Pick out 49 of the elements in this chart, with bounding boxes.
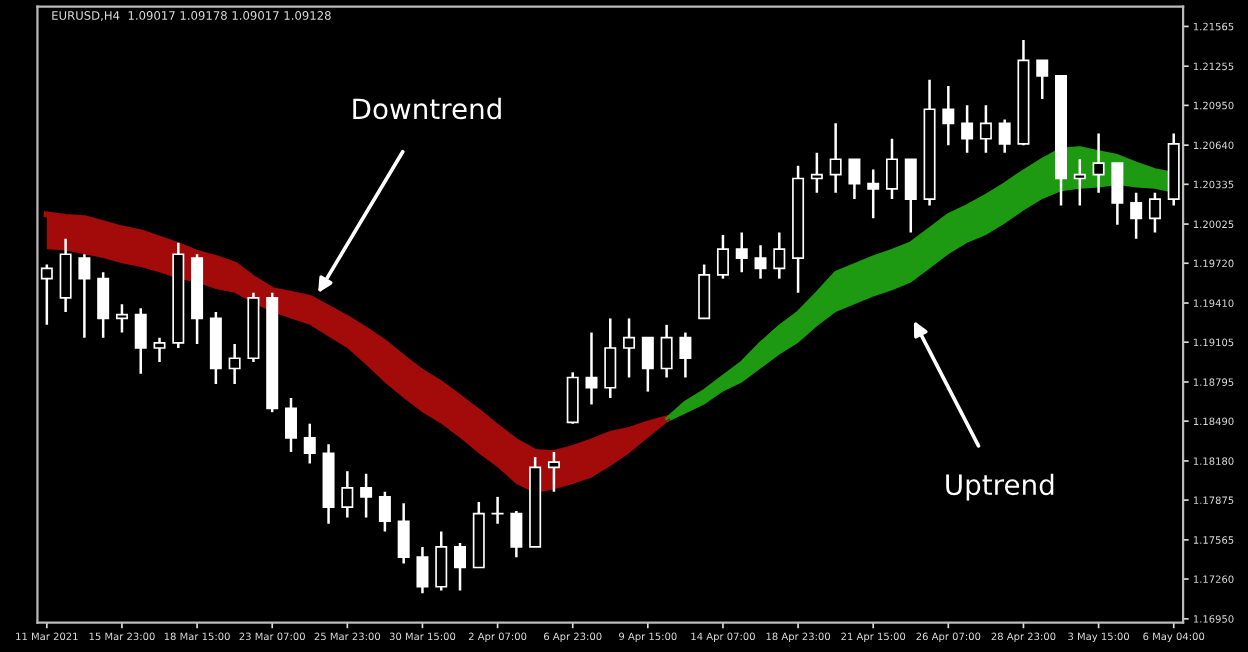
annotation: Uptrend — [946, 473, 1054, 501]
candlestick — [604, 317, 617, 400]
candlestick — [1148, 191, 1161, 234]
candlestick — [341, 469, 354, 519]
candlestick — [1092, 132, 1105, 194]
candlestick — [1073, 158, 1086, 207]
candlestick — [397, 502, 410, 565]
candlestick — [78, 253, 91, 339]
candlestick — [904, 158, 917, 234]
candlestick — [1111, 161, 1124, 226]
candlestick — [979, 104, 992, 155]
candlestick — [454, 541, 467, 592]
candlestick — [585, 331, 598, 406]
candlestick — [40, 263, 53, 327]
candlestick — [829, 122, 842, 194]
candlestick — [867, 168, 880, 220]
candlestick — [735, 231, 748, 274]
candlestick — [153, 336, 166, 364]
candlestick — [961, 104, 974, 155]
candlestick — [97, 270, 110, 339]
candlestick — [228, 342, 241, 386]
candlestick — [59, 237, 72, 314]
candlestick — [134, 306, 147, 375]
candlestick — [641, 336, 654, 393]
candlestick — [773, 231, 786, 280]
candlestick — [360, 472, 373, 519]
candlestick — [547, 450, 560, 493]
candlestick — [1130, 191, 1143, 241]
candlestick — [716, 233, 729, 280]
candlestick — [998, 118, 1011, 155]
candlestick — [885, 137, 898, 201]
candlestick — [848, 158, 861, 201]
candlestick — [416, 545, 429, 595]
annotation: Downtrend — [353, 97, 501, 120]
candlestick — [698, 263, 711, 320]
candlestick — [754, 244, 767, 280]
candlestick — [942, 84, 955, 147]
candlestick — [566, 371, 579, 425]
candlestick — [378, 490, 391, 533]
candlestick — [679, 331, 692, 379]
candlestick — [435, 530, 448, 592]
candlestick — [623, 317, 636, 379]
candlestick — [303, 422, 316, 465]
candlestick — [284, 396, 297, 454]
candlestick — [660, 323, 673, 379]
candlestick — [1036, 59, 1049, 101]
candlestick — [510, 509, 523, 559]
candlestick — [810, 151, 823, 194]
candlestick — [115, 303, 128, 334]
